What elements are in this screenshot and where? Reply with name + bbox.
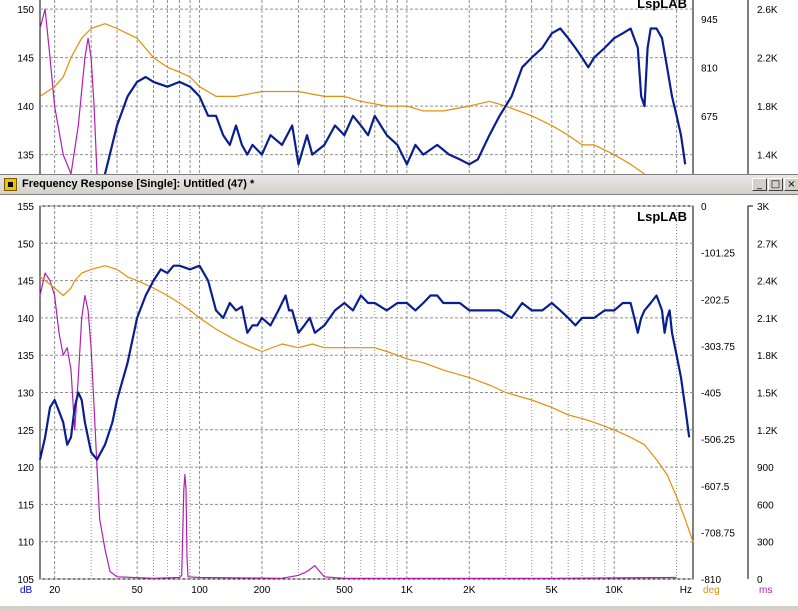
x-tick-label: 500: [336, 585, 353, 596]
restore-button[interactable]: □: [768, 178, 783, 191]
window-titlebar[interactable]: Frequency Response [Single]: Untitled (4…: [0, 174, 798, 195]
window-title: Frequency Response [Single]: Untitled (4…: [22, 178, 255, 190]
y-tick-label-ms: 3K: [757, 202, 770, 213]
y-tick-label-deg: -506.25: [701, 435, 735, 446]
y-tick-label-db: 135: [17, 351, 34, 362]
series-line-group-delay: [39, 272, 677, 579]
x-tick-label: 10K: [605, 585, 623, 596]
y-tick-label-ms: 900: [757, 463, 774, 474]
top-y-tick-label-db: 150: [17, 5, 34, 16]
y-tick-label-deg: -607.5: [701, 482, 730, 493]
top-series-line-phase: [39, 23, 645, 175]
top-y-tick-label-ms: 2.6K: [757, 5, 778, 16]
y-tick-label-db: 150: [17, 239, 34, 250]
minimize-button[interactable]: _: [752, 178, 767, 191]
x-tick-label: 2K: [463, 585, 476, 596]
y-tick-label-ms: 2.4K: [757, 277, 778, 288]
y-tick-label-ms: 300: [757, 538, 774, 549]
top-y-tick-label-ms: 2.2K: [757, 54, 778, 65]
y-tick-label-db: 130: [17, 389, 34, 400]
series-line-spl: [38, 264, 691, 461]
y-tick-label-deg: -303.75: [701, 342, 735, 353]
y-tick-label-deg: -708.75: [701, 528, 735, 539]
top-y-tick-label-db: 140: [17, 102, 34, 113]
y-tick-label-db: 140: [17, 314, 34, 325]
y-left-axis-unit: dB: [20, 585, 33, 596]
lsplab-logo: LspLAB: [637, 209, 687, 224]
top-lsplab-logo: LspLAB: [637, 0, 687, 11]
top-series-line-group-delay: [39, 8, 98, 175]
y-tick-label-db: 120: [17, 463, 34, 474]
y-tick-label-deg: -405: [701, 389, 721, 400]
series-line-phase: [39, 265, 694, 542]
top-y-tick-label-deg: 675: [701, 112, 718, 123]
top-y-tick-label-deg: 810: [701, 63, 718, 74]
y-tick-label-ms: 1.8K: [757, 351, 778, 362]
y-tick-label-db: 115: [18, 500, 34, 511]
y-tick-label-deg: -810: [701, 575, 721, 586]
top-response-window: 150 145 140 135 945 810 675 2.6K 2.2K 1.8K 1.4K Lsp…: [0, 0, 798, 223]
y-tick-label-ms: 1.5K: [757, 389, 778, 400]
x-axis-unit: Hz: [680, 585, 692, 596]
frequency-response-chart: 155 150 145 140 135 130 125 120 115 110 105 0 -101.2…: [17, 202, 778, 596]
y-tick-label-deg: -202.5: [701, 295, 730, 306]
top-response-chart: 150 145 140 135 945 810 675 2.6K 2.2K 1.8K 1.4K Lsp…: [17, 0, 778, 223]
x-tick-label: 1K: [401, 585, 414, 596]
y-tick-label-db: 125: [17, 426, 34, 437]
frequency-response-window: 155 150 145 140 135 130 125 120 115 110 105 0 -101.2…: [0, 195, 798, 606]
top-y-tick-label-deg: 945: [701, 15, 718, 26]
y-mid-axis-unit: deg: [703, 585, 720, 596]
app-window-icon[interactable]: [4, 178, 17, 191]
top-y-tick-label-db: 145: [17, 54, 34, 65]
y-right-axis-unit: ms: [759, 585, 772, 596]
y-tick-label-ms: 2.7K: [757, 239, 778, 250]
x-tick-label: 5K: [546, 585, 559, 596]
y-tick-label-deg: -101.25: [701, 249, 735, 260]
x-tick-label: 100: [191, 585, 208, 596]
top-y-tick-label-ms: 1.8K: [757, 102, 778, 113]
y-tick-label-deg: 0: [701, 202, 707, 213]
y-tick-label-db: 155: [17, 202, 34, 213]
top-series-line-spl: [93, 27, 687, 223]
y-tick-label-ms: 2.1K: [757, 314, 778, 325]
x-tick-label: 200: [254, 585, 271, 596]
x-tick-label: 50: [132, 585, 144, 596]
y-tick-label-db: 105: [17, 575, 34, 586]
y-tick-label-ms: 0: [757, 575, 763, 586]
close-button[interactable]: ×: [784, 178, 798, 191]
top-y-tick-label-db: 135: [17, 151, 34, 162]
y-tick-label-db: 145: [17, 277, 34, 288]
y-tick-label-ms: 1.2K: [757, 426, 778, 437]
x-tick-label: 20: [49, 585, 61, 596]
y-tick-label-db: 110: [18, 538, 34, 549]
y-tick-label-ms: 600: [757, 500, 774, 511]
top-y-tick-label-ms: 1.4K: [757, 151, 778, 162]
